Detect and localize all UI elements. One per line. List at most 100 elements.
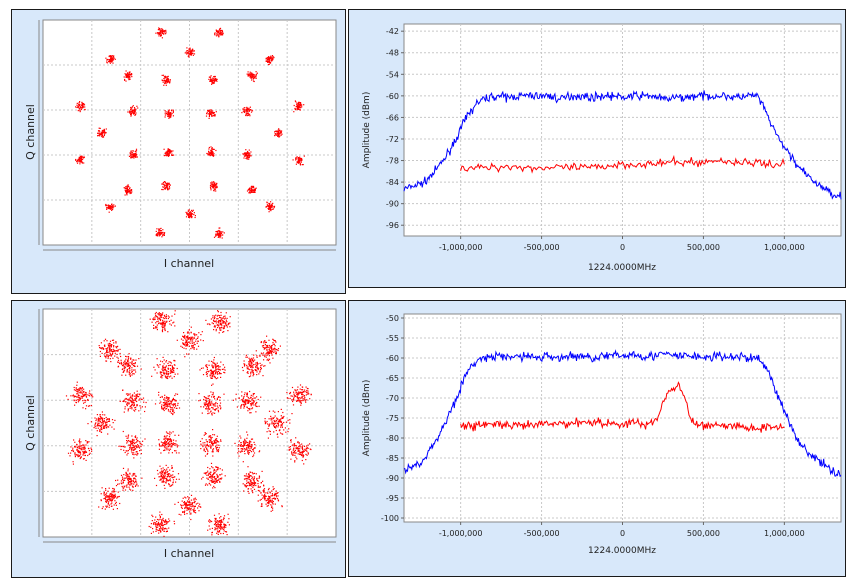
constellation-point <box>211 442 212 443</box>
constellation-point <box>134 153 135 154</box>
constellation-point <box>114 500 115 501</box>
constellation-point <box>265 492 266 493</box>
constellation-point <box>277 493 278 494</box>
constellation-point <box>186 344 187 345</box>
constellation-point <box>196 349 197 350</box>
constellation-point <box>214 398 215 399</box>
constellation-point <box>160 526 161 527</box>
constellation-point <box>211 466 212 467</box>
constellation-point <box>118 492 119 493</box>
constellation-point <box>129 447 130 448</box>
constellation-point <box>263 359 264 360</box>
constellation-point <box>212 384 213 385</box>
constellation-point <box>159 525 160 526</box>
constellation-point <box>156 231 157 232</box>
constellation-point <box>112 497 113 498</box>
constellation-point <box>214 115 215 116</box>
constellation-point <box>203 340 204 341</box>
constellation-point <box>250 109 251 110</box>
constellation-point <box>129 71 130 72</box>
constellation-point <box>156 327 157 328</box>
constellation-point <box>157 232 158 233</box>
constellation-point <box>189 217 190 218</box>
constellation-point <box>136 106 137 107</box>
constellation-point <box>304 156 305 157</box>
constellation-point <box>153 367 154 368</box>
constellation-point <box>302 164 303 165</box>
constellation-point <box>211 521 212 522</box>
constellation-point <box>280 432 281 433</box>
constellation-point <box>197 343 198 344</box>
constellation-point <box>130 400 131 401</box>
constellation-point <box>205 365 206 366</box>
y-axis-label: Q channel <box>24 104 37 160</box>
constellation-point <box>210 472 211 473</box>
constellation-point <box>170 185 171 186</box>
constellation-point <box>130 107 131 108</box>
constellation-point <box>114 429 115 430</box>
constellation-point <box>213 470 214 471</box>
constellation-point <box>195 215 196 216</box>
constellation-point <box>160 524 161 525</box>
constellation-point <box>216 478 217 479</box>
constellation-point <box>165 153 166 154</box>
constellation-point <box>199 369 200 370</box>
constellation-point <box>198 510 199 511</box>
constellation-point <box>296 445 297 446</box>
constellation-point <box>216 447 217 448</box>
constellation-point <box>264 490 265 491</box>
constellation-point <box>166 431 167 432</box>
constellation-point <box>208 406 209 407</box>
constellation-point <box>83 452 84 453</box>
constellation-point <box>297 108 298 109</box>
constellation-point <box>168 76 169 77</box>
constellation-panel-bottom: I channel Q channel <box>11 300 346 578</box>
constellation-point <box>248 408 249 409</box>
constellation-point <box>275 134 276 135</box>
constellation-point <box>114 420 115 421</box>
constellation-point <box>219 405 220 406</box>
constellation-point <box>102 420 103 421</box>
constellation-point <box>132 490 133 491</box>
constellation-point <box>169 184 170 185</box>
constellation-point <box>101 493 102 494</box>
constellation-point <box>127 371 128 372</box>
constellation-point <box>113 340 114 341</box>
constellation-point <box>161 476 162 477</box>
constellation-point <box>161 404 162 405</box>
constellation-point <box>155 326 156 327</box>
constellation-point <box>131 441 132 442</box>
constellation-point <box>155 517 156 518</box>
constellation-point <box>204 442 205 443</box>
constellation-point <box>114 350 115 351</box>
constellation-point <box>218 36 219 37</box>
constellation-point <box>124 408 125 409</box>
constellation-point <box>78 104 79 105</box>
constellation-point <box>253 80 254 81</box>
constellation-point <box>211 534 212 535</box>
constellation-point <box>159 403 160 404</box>
constellation-point <box>290 446 291 447</box>
constellation-point <box>127 402 128 403</box>
constellation-point <box>192 504 193 505</box>
constellation-point <box>242 451 243 452</box>
constellation-point <box>109 344 110 345</box>
constellation-point <box>173 112 174 113</box>
constellation-point <box>209 522 210 523</box>
constellation-point <box>109 418 110 419</box>
constellation-point <box>163 233 164 234</box>
constellation-point <box>89 405 90 406</box>
constellation-point <box>138 485 139 486</box>
constellation-point <box>110 361 111 362</box>
constellation-point <box>159 515 160 516</box>
constellation-point <box>163 477 164 478</box>
constellation-point <box>210 146 211 147</box>
constellation-point <box>264 498 265 499</box>
constellation-point <box>127 111 128 112</box>
constellation-point <box>295 437 296 438</box>
constellation-point <box>133 481 134 482</box>
constellation-point <box>267 502 268 503</box>
constellation-point <box>255 362 256 363</box>
constellation-point <box>211 413 212 414</box>
constellation-point <box>244 442 245 443</box>
